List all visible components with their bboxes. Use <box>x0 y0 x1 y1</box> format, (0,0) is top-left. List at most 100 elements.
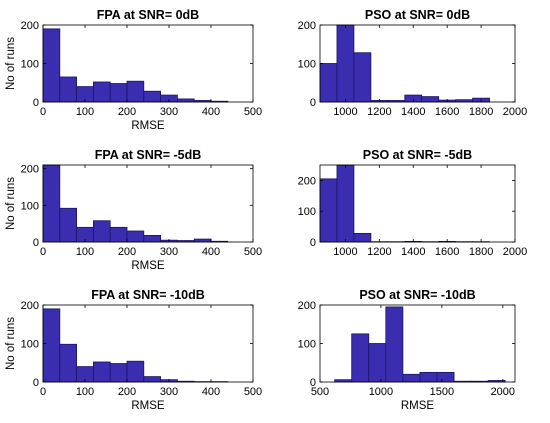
subplot-5: 0 100 200 300 400 500 0 100 200 FPA at SNR= -10dB… <box>5 288 262 412</box>
x-tick-label: 400 <box>202 386 220 398</box>
y-axis-label: No of runs <box>5 317 17 370</box>
histogram-bar <box>42 308 61 383</box>
histogram-bar <box>143 234 162 243</box>
x-tick-label: 2000 <box>503 246 527 258</box>
x-tick-label: 1600 <box>435 106 459 118</box>
histogram-bar <box>436 371 455 383</box>
y-tick-label: 200 <box>298 175 316 187</box>
subplot-4: 1000 1200 1400 1600 1800 2000 0 100 200 PSO at SN… <box>298 148 528 258</box>
histogram-bar <box>143 376 162 383</box>
y-axis-label: No of runs <box>5 37 17 90</box>
y-tick-label: 0 <box>33 377 39 389</box>
histogram-bar <box>109 363 128 383</box>
y-tick-label: 200 <box>21 300 39 312</box>
histogram-bar <box>402 373 421 383</box>
x-axis-label: RMSE <box>131 400 165 412</box>
x-tick-label: 1000 <box>333 246 357 258</box>
x-axis-label: RMSE <box>131 260 165 272</box>
subplot-3: 0 100 200 300 400 500 0 100 200 FPA at SNR= -5dB R… <box>5 148 262 272</box>
histogram-bar <box>385 306 404 383</box>
histogram-bar <box>143 90 162 103</box>
histogram-bar <box>319 63 338 103</box>
x-tick-label: 400 <box>202 246 220 258</box>
x-tick-label: 400 <box>202 106 220 118</box>
histogram-bar <box>126 230 145 243</box>
x-tick-label: 300 <box>160 386 178 398</box>
x-tick-label: 0 <box>40 246 46 258</box>
subplot-2: 1000 1200 1400 1600 1800 2000 0 100 200 PSO at SN… <box>298 8 528 118</box>
y-tick-label: 200 <box>298 20 316 32</box>
y-tick-label: 200 <box>21 20 39 32</box>
x-tick-label: 100 <box>76 386 94 398</box>
x-tick-label: 300 <box>160 106 178 118</box>
histogram-bar <box>193 238 212 243</box>
x-tick-label: 500 <box>244 386 262 398</box>
histogram-bar <box>59 343 77 383</box>
x-tick-label: 200 <box>118 246 136 258</box>
y-tick-label: 0 <box>310 377 316 389</box>
histogram-bar <box>336 164 355 243</box>
x-tick-label: 2000 <box>503 106 527 118</box>
subplot-title: PSO at SNR= -10dB <box>359 288 475 302</box>
subplot-title: PSO at SNR= -5dB <box>363 148 472 162</box>
histogram-bar <box>109 226 128 243</box>
y-tick-label: 200 <box>21 164 39 176</box>
y-tick-label: 0 <box>33 97 39 109</box>
y-tick-label: 0 <box>33 237 39 249</box>
axes-frame <box>42 164 254 243</box>
x-tick-label: 1200 <box>367 246 391 258</box>
x-tick-label: 100 <box>76 106 94 118</box>
subplot-title: FPA at SNR= -5dB <box>95 148 202 162</box>
histogram-bar <box>353 52 372 103</box>
x-axis-label: RMSE <box>401 400 435 412</box>
histogram-bar <box>176 98 195 103</box>
x-tick-label: 1200 <box>367 106 391 118</box>
y-tick-label: 100 <box>298 339 316 351</box>
axes-frame <box>319 164 516 243</box>
x-tick-label: 200 <box>118 386 136 398</box>
x-tick-label: 1600 <box>435 246 459 258</box>
histogram-bar <box>109 83 128 103</box>
histogram-bar <box>93 81 111 103</box>
histogram-bar <box>42 28 61 103</box>
subplot-6: 500 1000 1500 2000 0 100 200 PSO at SNR= -10dB R… <box>298 288 516 412</box>
y-tick-label: 200 <box>298 300 316 312</box>
histogram-bar <box>353 232 372 243</box>
x-tick-label: 500 <box>311 386 329 398</box>
histogram-bar <box>421 96 440 103</box>
x-tick-label: 500 <box>244 106 262 118</box>
x-tick-label: 300 <box>160 246 178 258</box>
y-tick-label: 0 <box>310 97 316 109</box>
histogram-bar <box>419 371 438 383</box>
y-tick-label: 0 <box>310 237 316 249</box>
x-tick-label: 100 <box>76 246 94 258</box>
x-tick-label: 500 <box>244 246 262 258</box>
histogram-bar <box>42 164 61 243</box>
histogram-bar <box>351 333 370 383</box>
x-axis-label: RMSE <box>131 120 165 132</box>
subplot-title: PSO at SNR= 0dB <box>365 8 470 22</box>
histogram-bar <box>126 360 145 383</box>
histogram-bar <box>59 207 77 243</box>
histogram-bar <box>336 24 355 103</box>
histogram-bar <box>93 361 111 383</box>
x-tick-label: 200 <box>118 106 136 118</box>
x-tick-label: 1500 <box>430 386 454 398</box>
histogram-bar <box>59 76 77 103</box>
x-tick-label: 1000 <box>333 106 357 118</box>
x-tick-label: 0 <box>40 106 46 118</box>
subplot-title: FPA at SNR= -10dB <box>91 288 205 302</box>
x-tick-label: 2000 <box>491 386 515 398</box>
subplot-1: 0 100 200 300 400 500 0 100 200 FPA at SNR= 0dB RM… <box>5 8 262 132</box>
subplot-title: FPA at SNR= 0dB <box>97 8 199 22</box>
x-tick-label: 1400 <box>401 246 425 258</box>
histogram-bar <box>319 178 338 243</box>
y-tick-label: 100 <box>298 206 316 218</box>
y-tick-label: 100 <box>21 339 39 351</box>
histogram-bar <box>93 220 111 243</box>
x-tick-label: 1400 <box>401 106 425 118</box>
x-tick-label: 1800 <box>469 106 493 118</box>
y-tick-label: 100 <box>298 59 316 71</box>
histogram-bar <box>126 80 145 103</box>
